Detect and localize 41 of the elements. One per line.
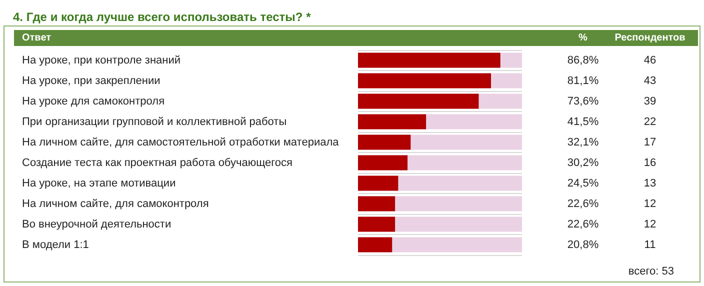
bar [358, 155, 408, 170]
text: 46 [644, 54, 656, 66]
bar [358, 176, 398, 191]
data-label: 24,5% [567, 177, 599, 190]
text: 17 [644, 136, 656, 148]
data-label: 20,8% [567, 238, 599, 251]
text: всего: 53 [628, 266, 674, 278]
y-tick-label: На уроке, на этапе мотивации [22, 177, 176, 190]
text: 16 [644, 156, 656, 169]
text: 13 [644, 177, 656, 190]
y-tick-label: При организации групповой и коллективной работы [22, 116, 287, 128]
y-axis-title: Ответ [22, 32, 52, 44]
text: 12 [644, 218, 656, 230]
data-label: 86,8% [567, 54, 599, 66]
y-tick-label: Создание теста как проектная работа обучающегося [22, 156, 293, 169]
y-tick-label: На личном сайте, для самоконтроля [22, 198, 209, 210]
y-tick-label: На уроке, при закреплении [22, 74, 160, 87]
text: 43 [644, 74, 656, 87]
text: % [578, 32, 588, 44]
bar [358, 237, 392, 252]
text: 12 [644, 198, 656, 210]
data-label: 81,1% [567, 74, 599, 87]
y-tick-label: На уроке, при контроле знаний [22, 54, 181, 66]
text: 22 [644, 116, 656, 128]
y-tick-label: В модели 1:1 [22, 238, 89, 251]
y-tick-label: На уроке для самоконтроля [22, 95, 165, 108]
y-tick-label: На личном сайте, для самостоятельной отработки материала [22, 136, 340, 148]
text: 11 [644, 238, 656, 251]
data-label: 73,6% [567, 95, 599, 108]
data-label: 22,6% [567, 218, 599, 230]
text: Респондентов [614, 32, 686, 44]
text: 39 [644, 95, 656, 108]
data-label: 30,2% [567, 156, 599, 169]
y-tick-label: Во внеурочной деятельности [22, 218, 172, 230]
bar [358, 216, 396, 232]
data-label: 32,1% [567, 136, 599, 148]
data-label: 22,6% [567, 198, 599, 210]
data-label: 41,5% [567, 116, 599, 128]
bar [358, 196, 396, 212]
text: 4. Где и когда лучше всего использовать тесты? * [13, 10, 312, 24]
bar [358, 134, 411, 150]
